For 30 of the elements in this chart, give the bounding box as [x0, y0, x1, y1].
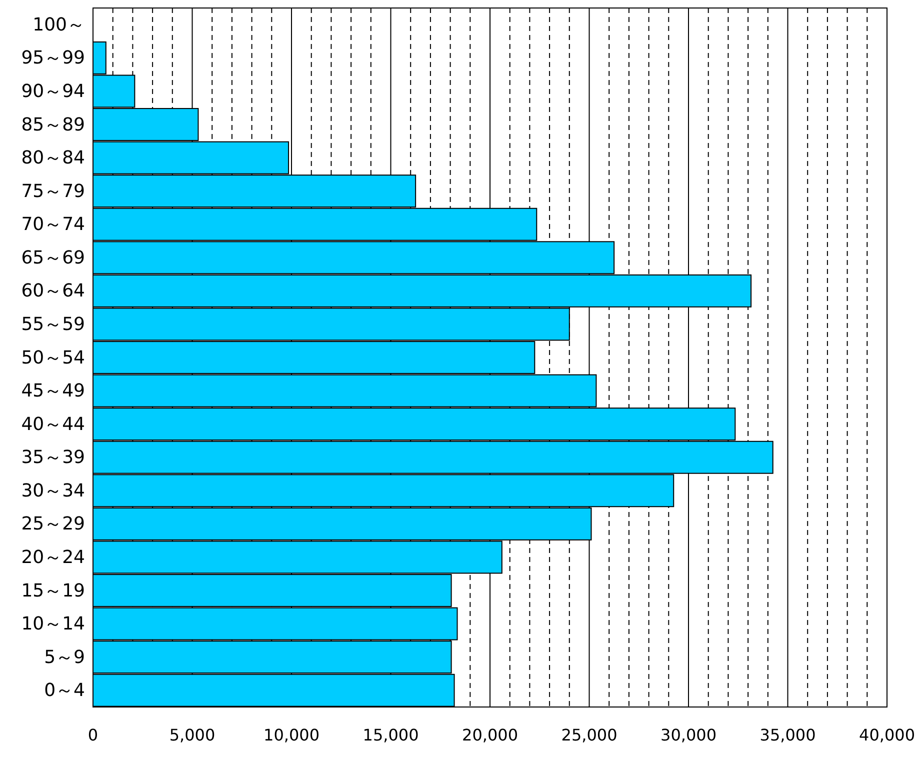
y-tick-label: 30～34	[21, 480, 85, 502]
x-tick-label: 15,000	[362, 725, 419, 744]
x-tick-label: 30,000	[660, 725, 716, 744]
y-tick-label: 60～64	[21, 280, 85, 302]
x-tick-label: 25,000	[561, 725, 618, 744]
y-tick-label: 65～69	[21, 247, 85, 268]
x-tick-label: 10,000	[264, 725, 320, 744]
y-tick-label: 10～14	[21, 614, 85, 635]
y-tick-label: 50～54	[21, 347, 85, 368]
y-tick-label: 100～	[32, 14, 85, 36]
y-tick-label: 70～74	[21, 214, 85, 236]
y-tick-label: 15～19	[21, 580, 85, 602]
y-tick-label: 25～29	[21, 514, 85, 535]
x-tick-label: 40,000	[859, 725, 915, 744]
y-tick-label: 35～39	[21, 447, 85, 468]
x-tick-label: 35,000	[760, 725, 816, 744]
y-tick-label: 0～4	[44, 680, 85, 702]
y-tick-label: 5～9	[44, 646, 85, 668]
y-tick-label: 95～99	[21, 48, 85, 69]
x-tick-label: 5,000	[169, 725, 216, 744]
x-tick-label: 20,000	[462, 725, 518, 744]
y-tick-label: 80～84	[21, 148, 85, 169]
y-tick-label: 45～49	[21, 380, 85, 402]
y-tick-label: 90～94	[21, 80, 85, 102]
y-tick-label: 85～89	[21, 114, 85, 136]
y-tick-label: 55～59	[21, 314, 85, 335]
x-tick-label: 0	[88, 725, 98, 744]
y-tick-label: 20～24	[21, 546, 85, 568]
y-tick-label: 40～44	[21, 414, 85, 435]
y-tick-label: 75～79	[21, 180, 85, 202]
